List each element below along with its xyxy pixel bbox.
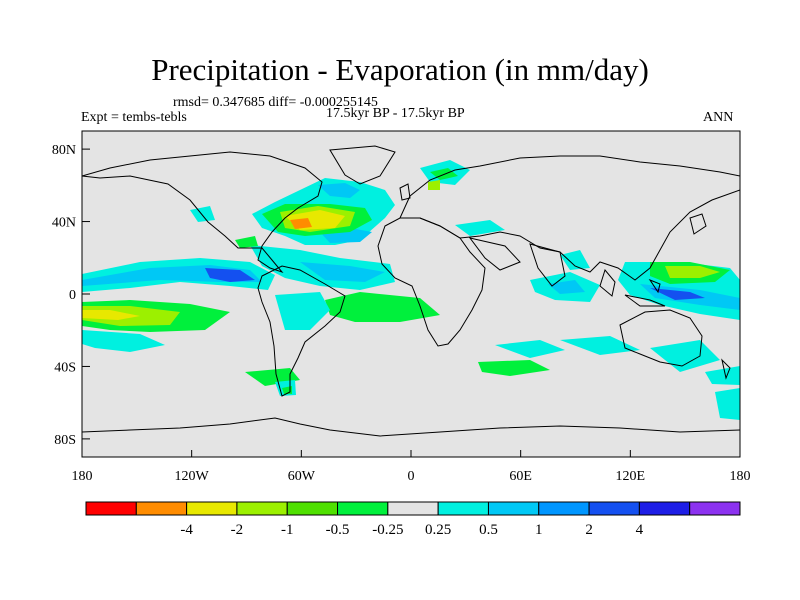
colorbar-swatch [487,501,540,516]
colorbar-label: -4 [180,522,193,538]
coast-se-asia-islands [599,268,666,307]
colorbar: -4 -2 -1 -0.5 -0.25 0.25 0.5 1 2 4 [85,501,741,538]
coast-uk [399,183,411,201]
colorbar-label: -0.5 [326,522,350,538]
colorbar-label: 0.25 [425,522,451,538]
colorbar-swatch [638,501,691,516]
contour-so-cyan-2 [560,336,640,355]
colorbar-label: 1 [535,522,543,538]
colorbar-label: 0.5 [479,522,498,538]
lon-tick-label: 0 [408,469,415,484]
longitude-axis: 180 120W 60W 0 60E 120E 180 [72,450,751,484]
colorbar-swatch [186,501,238,516]
colorbar-swatch [387,501,439,516]
contour-so-cyan-3 [650,340,720,372]
contour-satl-green [325,292,440,322]
contour-so-green-2 [478,360,550,376]
coast-eurasia [399,155,740,281]
contour-so-cyan-4 [705,366,740,385]
contour-eqpac-darkblue [205,268,255,282]
lon-tick-label: 120W [175,469,210,484]
colorbar-label: -0.25 [372,522,403,538]
coast-north-america [82,151,323,274]
contour-gulfstream-orange [290,218,312,229]
coastlines [82,145,740,437]
contour-io-blue [548,280,585,294]
contour-spac-cyan [82,330,165,352]
colorbar-label: 4 [636,522,644,538]
colorbar-swatch [85,501,137,516]
contour-spac-yellow [82,310,140,320]
colorbar-swatch [337,501,389,516]
contour-npac-cyan-2 [190,206,215,222]
lon-tick-label: 60E [509,469,532,484]
colorbar-swatch [286,501,339,516]
contour-satl-cyan [275,292,330,330]
lat-tick-label: 80N [52,143,76,158]
lon-tick-label: 120E [616,469,646,484]
contour-nordic-lime [428,180,440,190]
lat-tick-label: 40S [54,360,76,375]
lon-tick-label: 180 [730,469,751,484]
lon-tick-label: 180 [72,469,93,484]
colorbar-label: -1 [281,522,294,538]
lat-tick-label: 40N [52,216,76,231]
colorbar-swatch [437,501,489,516]
coast-japan [689,213,707,235]
latitude-axis: 80N 40N 0 40S 80S [52,143,90,448]
colorbar-label: 2 [585,522,593,538]
season-label: ANN [703,110,734,125]
lat-tick-label: 80S [54,433,76,448]
coast-arabia-india [468,237,566,287]
coast-australia [619,309,703,367]
field-contours [82,160,740,420]
colorbar-swatch [588,501,640,516]
stats-subtitle: rmsd= 0.347685 diff= -0.000255145 [173,95,378,110]
coast-greenland [329,145,396,185]
lat-tick-label: 0 [69,288,76,303]
colorbar-label: -2 [231,522,244,538]
colorbar-swatch [135,501,188,516]
coast-new-zealand [721,358,731,380]
contour-so-cyan-1 [495,340,565,358]
period-subtitle: 17.5kyr BP - 17.5kyr BP [326,106,465,121]
lon-tick-label: 60W [288,469,316,484]
colorbar-swatch [236,501,288,516]
plot-title: Precipitation - Evaporation (in mm/day) [151,52,649,87]
colorbar-swatch [689,501,741,516]
contour-io-cyan-2 [560,250,590,270]
colorbar-swatch [538,501,590,516]
contour-edge-cyan [715,388,740,420]
contour-npac-cyan [455,220,505,236]
contour-natl-blue [318,183,360,198]
coast-south-america [257,265,346,397]
contour-wpac-darkblue [650,288,705,300]
contour-wpac-lime [665,266,720,278]
contour-tropatl-blue [300,262,385,282]
experiment-label: Expt = tembs-tebls [81,110,187,125]
coast-antarctica [82,417,740,437]
contour-npac-green [235,236,258,248]
